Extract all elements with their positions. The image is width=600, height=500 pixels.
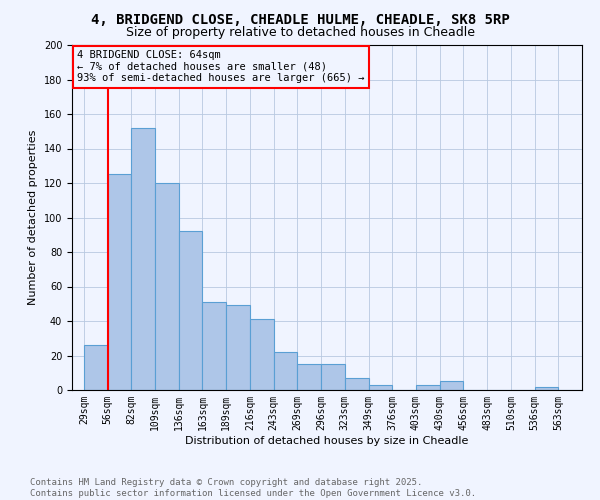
Text: 4 BRIDGEND CLOSE: 64sqm
← 7% of detached houses are smaller (48)
93% of semi-det: 4 BRIDGEND CLOSE: 64sqm ← 7% of detached… (77, 50, 365, 84)
Bar (535, 386, 558, 390)
Text: Size of property relative to detached houses in Cheadle: Size of property relative to detached ho… (125, 26, 475, 39)
X-axis label: Distribution of detached houses by size in Cheadle: Distribution of detached houses by size … (185, 436, 469, 446)
Text: 4, BRIDGEND CLOSE, CHEADLE HULME, CHEADLE, SK8 5RP: 4, BRIDGEND CLOSE, CHEADLE HULME, CHEADL… (91, 12, 509, 26)
Bar (202, 302, 226, 390)
Y-axis label: Number of detached properties: Number of detached properties (28, 130, 38, 305)
Bar (321, 364, 345, 390)
Bar (416, 385, 440, 390)
Bar (368, 385, 392, 390)
Bar (298, 364, 321, 390)
Bar (226, 306, 250, 390)
Bar (179, 232, 202, 390)
Bar (155, 183, 179, 390)
Bar (84, 345, 107, 390)
Bar (131, 128, 155, 390)
Text: Contains HM Land Registry data © Crown copyright and database right 2025.
Contai: Contains HM Land Registry data © Crown c… (30, 478, 476, 498)
Bar (345, 378, 368, 390)
Bar (250, 320, 274, 390)
Bar (440, 382, 463, 390)
Bar (107, 174, 131, 390)
Bar (274, 352, 298, 390)
